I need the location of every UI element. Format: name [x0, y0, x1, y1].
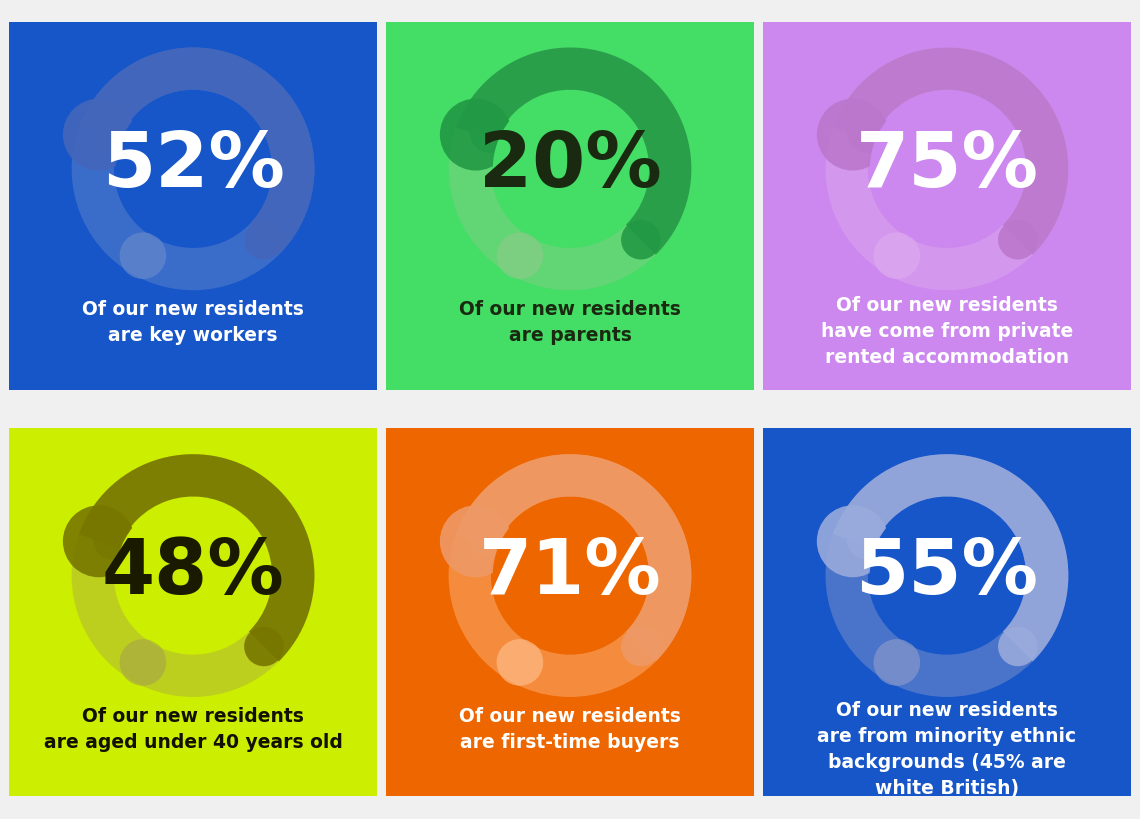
Circle shape: [497, 233, 543, 279]
Wedge shape: [456, 455, 691, 662]
Text: 71%: 71%: [479, 536, 661, 609]
Wedge shape: [449, 455, 691, 697]
Text: 48%: 48%: [101, 536, 284, 609]
Circle shape: [847, 111, 889, 154]
Wedge shape: [456, 48, 691, 256]
Circle shape: [847, 518, 889, 560]
Circle shape: [116, 93, 270, 247]
Circle shape: [440, 505, 512, 577]
Wedge shape: [79, 48, 315, 256]
Text: 75%: 75%: [855, 129, 1039, 203]
Circle shape: [817, 505, 889, 577]
Circle shape: [870, 499, 1024, 653]
Circle shape: [116, 499, 270, 653]
Text: 20%: 20%: [479, 129, 661, 203]
Circle shape: [998, 627, 1037, 667]
Wedge shape: [72, 455, 315, 697]
Wedge shape: [825, 455, 1068, 697]
Circle shape: [120, 233, 166, 279]
Circle shape: [470, 518, 512, 560]
FancyBboxPatch shape: [763, 429, 1131, 796]
Circle shape: [120, 640, 166, 686]
Circle shape: [817, 99, 889, 171]
Circle shape: [621, 220, 661, 260]
Circle shape: [497, 233, 543, 279]
Circle shape: [244, 627, 284, 667]
Wedge shape: [72, 48, 315, 291]
FancyBboxPatch shape: [9, 23, 377, 390]
Circle shape: [873, 233, 920, 279]
Circle shape: [92, 518, 135, 560]
Text: 55%: 55%: [855, 536, 1039, 609]
Wedge shape: [833, 48, 1068, 256]
Text: Of our new residents
are key workers: Of our new residents are key workers: [82, 300, 304, 345]
Circle shape: [870, 93, 1024, 247]
Circle shape: [621, 627, 661, 667]
Circle shape: [63, 505, 135, 577]
Wedge shape: [833, 455, 1068, 662]
Circle shape: [497, 640, 543, 686]
FancyBboxPatch shape: [9, 429, 377, 796]
Circle shape: [497, 640, 543, 686]
Text: Of our new residents
are aged under 40 years old: Of our new residents are aged under 40 y…: [43, 706, 342, 751]
Text: Of our new residents
are from minority ethnic
backgrounds (45% are
white British: Of our new residents are from minority e…: [817, 700, 1076, 797]
Wedge shape: [825, 48, 1068, 291]
FancyBboxPatch shape: [763, 23, 1131, 390]
Circle shape: [873, 640, 920, 686]
Circle shape: [998, 220, 1037, 260]
Circle shape: [492, 93, 648, 247]
FancyBboxPatch shape: [386, 429, 754, 796]
Circle shape: [120, 640, 166, 686]
Circle shape: [873, 640, 920, 686]
Circle shape: [120, 233, 166, 279]
Circle shape: [244, 220, 284, 260]
Circle shape: [492, 499, 648, 653]
Text: Of our new residents
are parents: Of our new residents are parents: [459, 300, 681, 345]
Text: Of our new residents
have come from private
rented accommodation: Of our new residents have come from priv…: [821, 296, 1073, 367]
Circle shape: [470, 111, 512, 154]
Circle shape: [63, 99, 135, 171]
Circle shape: [873, 233, 920, 279]
Wedge shape: [79, 455, 315, 662]
Text: Of our new residents
are first-time buyers: Of our new residents are first-time buye…: [459, 706, 681, 751]
Circle shape: [92, 111, 135, 154]
Wedge shape: [449, 48, 691, 291]
Circle shape: [440, 99, 512, 171]
Text: 52%: 52%: [101, 129, 285, 203]
FancyBboxPatch shape: [386, 23, 754, 390]
